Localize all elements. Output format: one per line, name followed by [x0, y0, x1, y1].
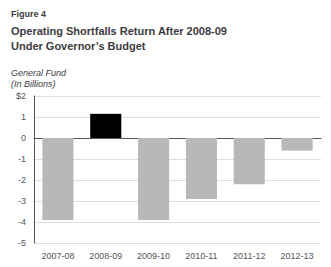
- svg-text:-4: -4: [18, 217, 26, 227]
- svg-text:2008-09: 2008-09: [89, 251, 122, 261]
- svg-text:2011-12: 2011-12: [233, 251, 265, 261]
- svg-text:1: 1: [21, 112, 26, 122]
- svg-text:-1: -1: [18, 154, 26, 164]
- svg-text:2007-08: 2007-08: [41, 251, 74, 261]
- svg-text:Operating Shortfalls Return Af: Operating Shortfalls Return After 2008-0…: [11, 25, 227, 37]
- svg-text:-2: -2: [18, 175, 26, 185]
- svg-text:2009-10: 2009-10: [137, 251, 170, 261]
- svg-text:$2: $2: [16, 91, 26, 101]
- svg-text:Figure 4: Figure 4: [11, 9, 46, 19]
- svg-text:General Fund: General Fund: [11, 68, 67, 78]
- svg-text:-5: -5: [18, 238, 26, 248]
- svg-text:0: 0: [21, 133, 26, 143]
- svg-text:2012-13: 2012-13: [281, 251, 314, 261]
- svg-text:-3: -3: [18, 196, 26, 206]
- svg-text:2010-11: 2010-11: [185, 251, 217, 261]
- svg-text:Under Governor’s Budget: Under Governor’s Budget: [11, 40, 146, 52]
- svg-text:(In Billions): (In Billions): [11, 79, 56, 89]
